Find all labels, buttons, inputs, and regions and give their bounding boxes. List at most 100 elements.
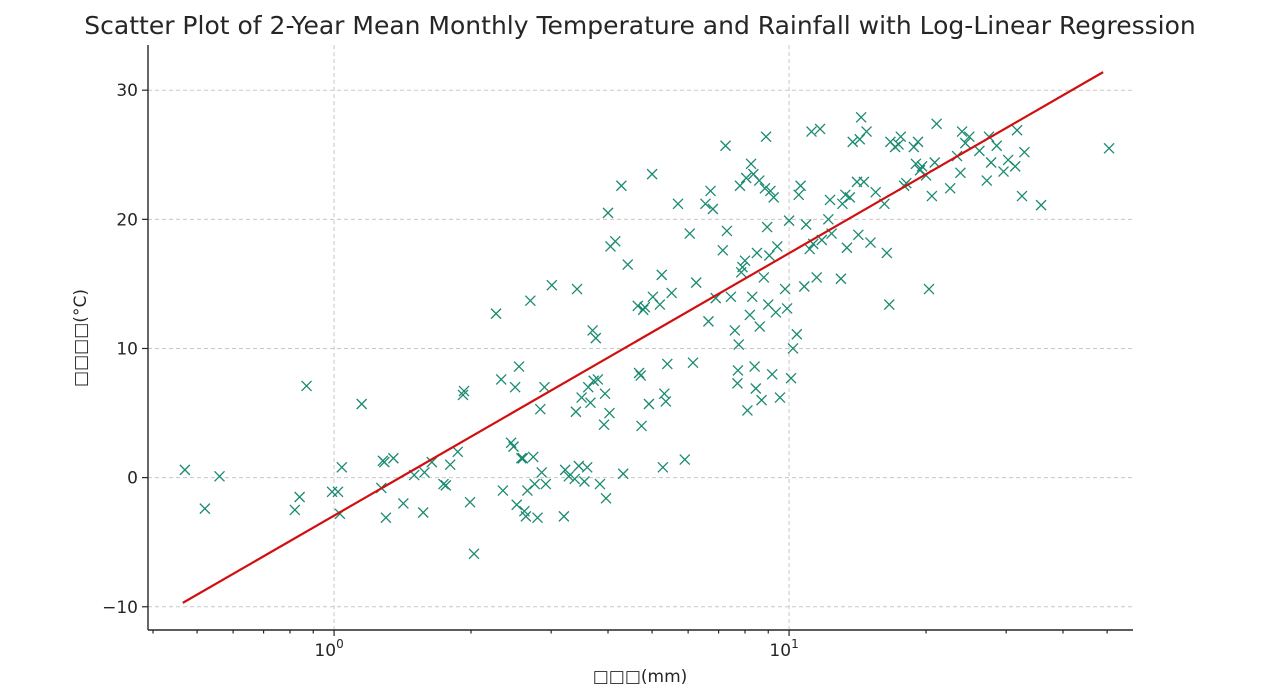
data-point-marker (532, 512, 543, 524)
data-point-marker (741, 405, 753, 416)
y-tick-label: 30 (116, 81, 138, 101)
data-point-marker (787, 343, 799, 354)
data-point-marker (865, 237, 876, 249)
data-point-marker (598, 419, 610, 431)
data-point-marker (783, 215, 795, 227)
data-point-marker (684, 228, 696, 240)
data-point-marker (729, 324, 741, 336)
data-point-marker (356, 398, 368, 410)
data-point-marker (733, 339, 745, 351)
data-point-marker (569, 473, 581, 485)
data-point-marker (700, 198, 711, 210)
data-point-marker (643, 398, 655, 410)
data-point-marker (656, 269, 668, 281)
data-point-marker (998, 166, 1009, 178)
data-point-marker (517, 452, 529, 464)
data-point-marker (844, 191, 856, 203)
data-point-marker (529, 478, 541, 490)
data-point-marker (731, 377, 743, 389)
data-point-marker (795, 180, 807, 192)
data-point-marker (468, 548, 480, 560)
y-axis-label: □□□□(°C) (71, 289, 91, 387)
data-point-marker (417, 507, 429, 518)
data-point-marker (635, 370, 647, 382)
data-point-marker (881, 247, 893, 259)
data-point-marker (387, 452, 399, 464)
data-point-marker (378, 456, 390, 468)
data-point-marker (858, 176, 870, 188)
data-point-marker (702, 315, 714, 327)
data-point-marker (836, 198, 848, 210)
data-point-marker (756, 394, 768, 406)
data-point-marker (592, 374, 604, 385)
regression-line (182, 71, 1104, 604)
data-point-marker (883, 299, 895, 311)
data-point-marker (332, 486, 344, 498)
data-point-marker (587, 324, 599, 336)
data-point-marker (737, 261, 748, 273)
data-point-marker (766, 368, 778, 380)
data-point-marker (779, 283, 791, 295)
data-point-marker (985, 157, 997, 168)
data-point-marker (179, 464, 191, 476)
data-point-marker (582, 381, 594, 393)
data-point-marker (717, 244, 729, 256)
data-point-marker (639, 301, 651, 313)
data-point-marker (444, 459, 456, 471)
data-point-marker (609, 235, 621, 247)
data-point-marker (690, 277, 702, 289)
data-point-marker (956, 126, 968, 137)
data-point-marker (981, 175, 993, 187)
x-tick-label: 101 (769, 637, 798, 661)
data-point-marker (509, 381, 521, 393)
data-point-marker (835, 273, 847, 285)
data-point-marker (806, 126, 817, 137)
data-point-marker (750, 383, 762, 394)
data-point-marker (910, 158, 922, 170)
data-point-marker (661, 358, 673, 370)
data-point-marker (524, 295, 536, 307)
data-point-marker (908, 141, 920, 153)
data-point-marker (763, 250, 775, 261)
data-point-marker (615, 180, 627, 192)
data-point-marker (725, 291, 737, 303)
data-point-marker (418, 466, 430, 478)
data-point-marker (1018, 146, 1030, 158)
data-point-marker (912, 136, 924, 148)
data-point-marker (214, 470, 225, 482)
data-point-marker (761, 221, 773, 233)
data-point-marker (721, 225, 733, 237)
data-point-marker (870, 186, 882, 198)
data-point-marker (770, 306, 782, 318)
data-point-marker (824, 194, 836, 206)
data-point-marker (746, 291, 758, 303)
data-point-marker (798, 281, 810, 292)
data-point-marker (804, 243, 816, 255)
data-point-marker (781, 302, 793, 314)
data-point-marker (520, 510, 532, 522)
data-point-marker (791, 328, 803, 340)
data-point-marker (426, 456, 438, 468)
data-point-marker (745, 158, 757, 170)
data-point-marker (931, 118, 943, 130)
data-point-marker (497, 485, 509, 496)
data-point-marker (508, 441, 520, 453)
data-point-marker (734, 180, 746, 192)
data-point-marker (622, 259, 634, 270)
data-point-marker (785, 372, 797, 384)
y-tick-label: 0 (127, 469, 138, 489)
data-point-marker (759, 182, 771, 194)
data-point-marker (705, 185, 716, 197)
data-point-marker (604, 407, 615, 419)
data-point-marker (380, 512, 392, 524)
data-point-marker (527, 451, 539, 463)
data-point-marker (749, 361, 761, 373)
data-point-marker (490, 308, 502, 320)
data-point-marker (852, 229, 864, 241)
data-point-marker (294, 491, 306, 503)
data-point-marker (440, 479, 452, 491)
data-point-marker (768, 191, 780, 203)
data-point-marker (540, 478, 552, 490)
data-point-marker (534, 403, 546, 415)
